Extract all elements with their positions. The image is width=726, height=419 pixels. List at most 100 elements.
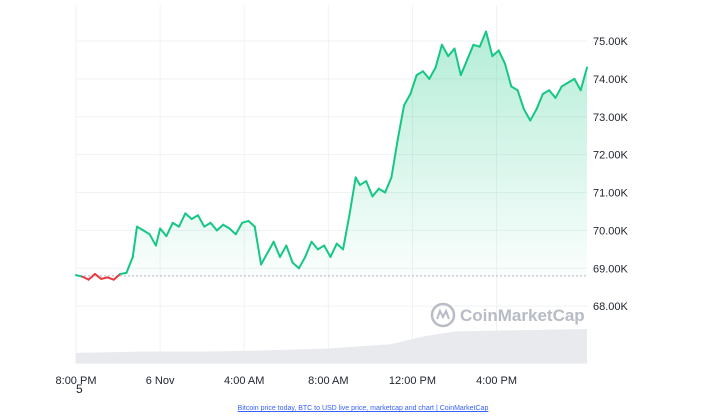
volume-area <box>76 328 587 363</box>
price-segment-13 <box>154 227 162 247</box>
price-segment-32 <box>272 240 281 258</box>
price-segment-47 <box>365 180 374 198</box>
price-segment-69 <box>503 62 513 88</box>
price-segment-61 <box>453 47 462 77</box>
watermark-text: CoinMarketCap <box>460 306 585 325</box>
price-segment-73 <box>529 108 538 122</box>
price-segment-70 <box>510 85 519 92</box>
price-segment-46 <box>358 180 368 186</box>
price-segment-14 <box>159 227 168 238</box>
price-segment-68 <box>497 49 506 65</box>
price-segment-19 <box>190 214 199 221</box>
price-segment-52 <box>396 104 406 141</box>
source-link[interactable]: Bitcoin price today, BTC to USD live pri… <box>237 405 489 412</box>
price-segment-16 <box>171 221 181 228</box>
price-line <box>75 30 588 281</box>
price-segment-30 <box>260 252 269 266</box>
price-area <box>76 31 587 276</box>
y-tick-label: 74.00K <box>593 74 629 86</box>
x-axis: 8:00 PM 6 Nov 4:00 AM 8:00 AM 12:00 PM 4:00 P… <box>56 375 518 387</box>
price-segment-28 <box>247 219 256 228</box>
watermark: CoinMarketCap <box>430 302 585 328</box>
price-segment-81 <box>579 66 588 92</box>
price-segment-45 <box>354 176 361 186</box>
price-segment-77 <box>554 85 563 99</box>
price-segment-72 <box>522 108 532 122</box>
x-tick-label: 6 Nov <box>146 375 175 387</box>
price-segment-50 <box>384 176 393 194</box>
price-segment-60 <box>447 47 456 58</box>
x-tick-label: 4:00 PM <box>476 375 517 387</box>
y-tick-label: 73.00K <box>593 112 629 124</box>
y-tick-label: 68.00K <box>593 301 629 313</box>
price-segment-20 <box>196 214 206 228</box>
price-segment-71 <box>516 89 525 111</box>
price-segment-34 <box>285 244 294 264</box>
price-segment-64 <box>472 43 481 48</box>
price-segment-35 <box>291 261 300 270</box>
price-segment-12 <box>148 233 157 247</box>
price-segment-58 <box>434 43 443 69</box>
coinmarketcap-logo-icon <box>430 302 456 328</box>
price-segment-1 <box>81 275 90 281</box>
x-tick-label: 4:00 AM <box>224 375 264 387</box>
price-segment-25 <box>228 227 237 236</box>
price-segment-80 <box>573 77 582 92</box>
price-segment-44 <box>348 176 357 217</box>
y-tick-label: 72.00K <box>593 150 629 162</box>
volume-shape <box>76 328 587 363</box>
price-segment-67 <box>491 49 500 58</box>
price-segment-24 <box>222 223 231 230</box>
price-segment-22 <box>209 221 218 232</box>
price-segment-27 <box>241 219 250 224</box>
price-segment-33 <box>278 244 288 258</box>
price-segment-8 <box>125 255 134 274</box>
price-segment-38 <box>310 240 319 251</box>
price-segment-36 <box>297 255 307 270</box>
price-segment-78 <box>560 81 570 88</box>
price-segment-63 <box>466 43 475 61</box>
price-segment-0 <box>75 274 84 278</box>
y-axis: 68.00K 69.00K 70.00K 71.00K 72.00K 73.00K 74.0… <box>593 36 629 313</box>
price-segment-4 <box>100 276 109 280</box>
price-segment-41 <box>329 242 338 258</box>
price-segment-57 <box>428 66 437 80</box>
price-segment-18 <box>184 212 193 221</box>
price-segment-6 <box>112 272 122 281</box>
x-tick-label: 8:00 AM <box>308 375 348 387</box>
price-segment-51 <box>390 138 399 179</box>
price-segment-11 <box>142 229 151 236</box>
price-segment-74 <box>535 93 544 111</box>
price-segment-37 <box>304 240 313 258</box>
price-segment-23 <box>215 223 225 232</box>
price-segment-3 <box>93 272 103 280</box>
price-segment-62 <box>459 58 469 77</box>
price-segment-21 <box>203 221 212 228</box>
price-segment-56 <box>421 70 431 80</box>
price-segment-40 <box>323 244 332 258</box>
y-tick-label: 75.00K <box>593 36 629 48</box>
price-segment-9 <box>131 225 138 258</box>
price-segment-54 <box>409 74 418 96</box>
price-segment-53 <box>403 93 412 107</box>
price-segment-49 <box>377 187 387 194</box>
price-segment-76 <box>548 89 557 99</box>
stray-label: 5 <box>76 382 83 396</box>
price-segment-75 <box>541 89 551 96</box>
price-segment-31 <box>266 240 275 255</box>
y-tick-label: 69.00K <box>593 263 629 275</box>
price-segment-48 <box>371 187 380 198</box>
price-segment-2 <box>87 272 96 281</box>
price-segment-29 <box>253 225 263 266</box>
y-tick-label: 70.00K <box>593 225 629 237</box>
price-segment-39 <box>316 244 326 251</box>
x-tick-label: 8:00 PM <box>56 375 97 387</box>
price-segment-7 <box>119 271 128 275</box>
price-segment-15 <box>165 221 174 238</box>
price-area-fill <box>76 31 587 276</box>
price-segment-42 <box>335 242 345 251</box>
price-segment-65 <box>478 30 488 48</box>
price-segment-10 <box>135 225 145 232</box>
price-segment-59 <box>440 43 450 58</box>
